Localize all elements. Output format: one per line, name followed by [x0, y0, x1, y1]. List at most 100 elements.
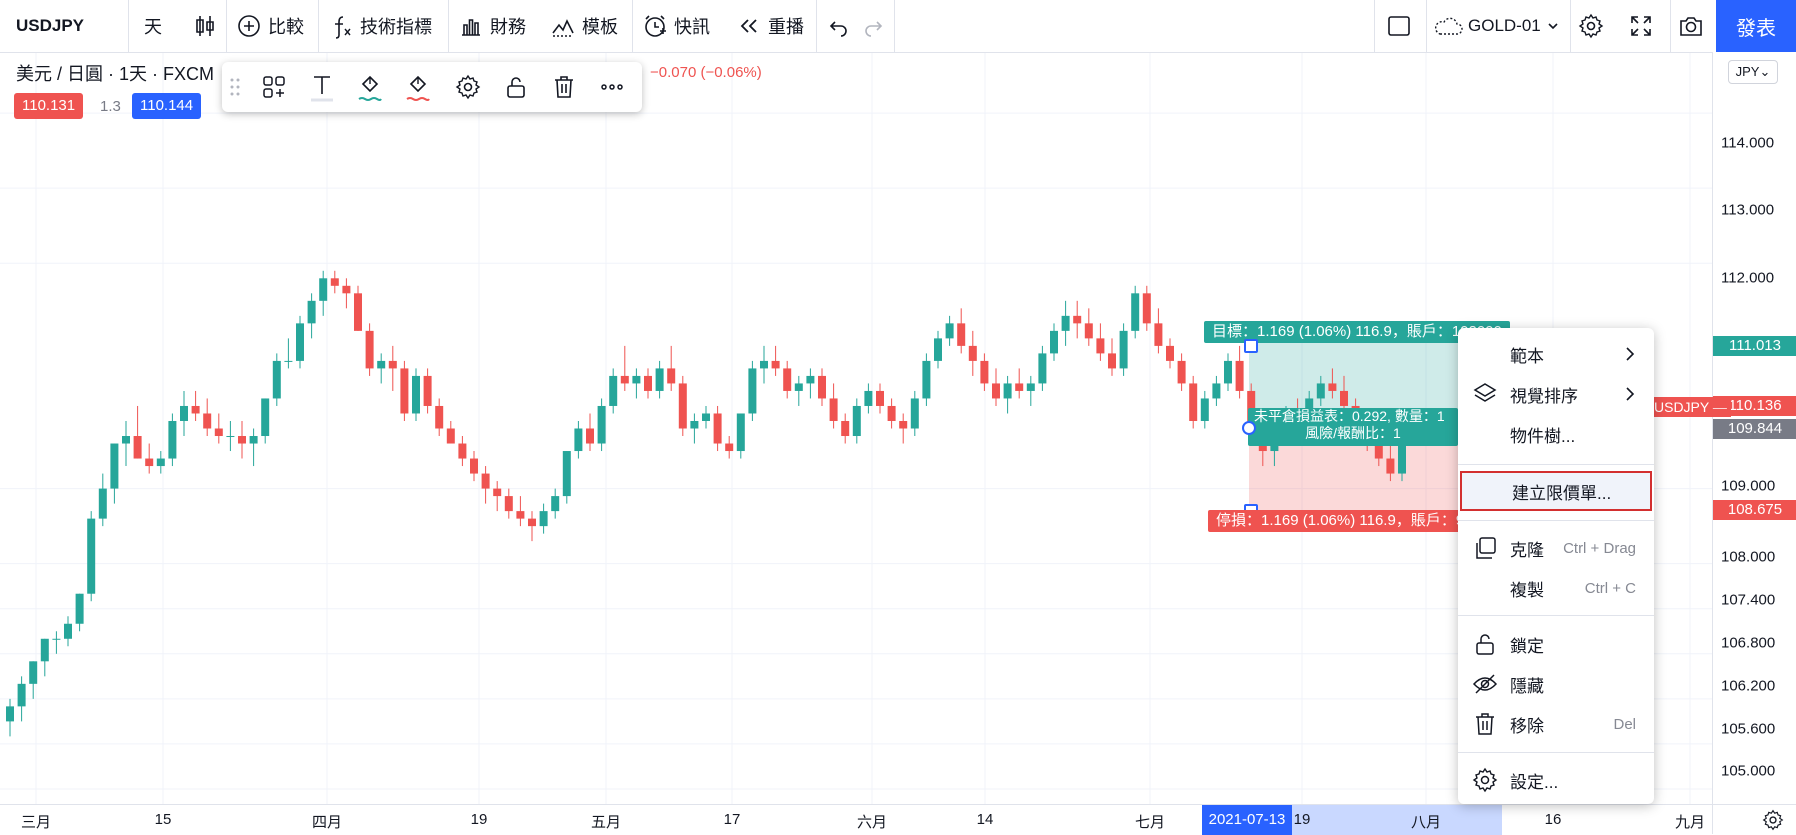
- candle-body: [29, 661, 38, 684]
- indicators-button[interactable]: 技術指標: [328, 0, 432, 52]
- time-highlight-label: 2021-07-13: [1202, 805, 1292, 835]
- candle-body: [574, 428, 583, 452]
- pnl-label[interactable]: 未平倉損益表：0.292, 數量：1 風險/報酬比：1: [1248, 408, 1458, 446]
- alarm-clock-icon: [645, 15, 666, 37]
- candle-body: [551, 496, 560, 512]
- fill-color-down-button[interactable]: [394, 62, 442, 112]
- candle-body: [597, 405, 606, 444]
- layout-save-button[interactable]: GOLD-01: [1432, 0, 1561, 52]
- price-change: −0.070 (−0.06%): [650, 64, 762, 81]
- chart-type-button[interactable]: [192, 0, 218, 52]
- templates-button[interactable]: 模板: [550, 0, 618, 52]
- gear-icon: [1762, 809, 1784, 830]
- snapshot-button[interactable]: [1678, 0, 1704, 52]
- publish-button[interactable]: 發表: [1716, 0, 1796, 52]
- redo-icon: [865, 21, 883, 37]
- time-tick: 19: [1293, 811, 1311, 828]
- text-icon: [311, 76, 333, 102]
- settings-button[interactable]: [1578, 0, 1604, 52]
- replay-button[interactable]: 重播: [736, 0, 804, 52]
- template-icon: [552, 19, 574, 37]
- scale-settings-button[interactable]: [1712, 804, 1796, 834]
- candle-body: [180, 405, 188, 421]
- add-template-button[interactable]: [250, 62, 298, 112]
- menu-item-visual-order[interactable]: 視覺排序: [1458, 376, 1654, 412]
- stop-label[interactable]: 停損：1.169 (1.06%) 116.9，賬戶：98000: [1208, 510, 1474, 532]
- candle-body: [1386, 458, 1395, 474]
- lock-button[interactable]: [492, 62, 540, 112]
- compare-button[interactable]: 比較: [236, 0, 304, 52]
- time-tick: 16: [1544, 811, 1562, 828]
- candle-body: [423, 375, 432, 406]
- candle-body: [6, 706, 14, 722]
- menu-item-lock[interactable]: 鎖定: [1458, 626, 1654, 662]
- menu-item-remove[interactable]: 移除 Del: [1458, 706, 1654, 742]
- candle-body: [632, 375, 641, 384]
- text-color-button[interactable]: [298, 62, 346, 112]
- candle-body: [272, 360, 281, 399]
- more-button[interactable]: [588, 62, 636, 112]
- interval-button[interactable]: 天: [144, 0, 162, 52]
- symbol-title[interactable]: 美元 / 日圓 · 1天 · FXCM: [16, 64, 214, 84]
- candle-body: [644, 375, 652, 391]
- candle-body: [17, 683, 26, 707]
- candle-body: [40, 638, 49, 662]
- candle-body: [87, 518, 96, 594]
- candle-body: [284, 360, 293, 362]
- time-tick: 八月: [1410, 814, 1442, 831]
- sell-button[interactable]: 110.131: [14, 93, 84, 119]
- candle-body: [365, 330, 374, 369]
- delete-button[interactable]: [540, 62, 588, 112]
- financials-button[interactable]: 財務: [458, 0, 526, 52]
- time-scale[interactable]: 三月 15 四月 19 五月 17 六月 14 七月 19 八月 16 九月 2…: [0, 804, 1712, 835]
- undo-button[interactable]: [826, 0, 852, 52]
- templates-label: 模板: [582, 17, 618, 37]
- candle-body: [1026, 383, 1035, 391]
- candle-body: [1003, 383, 1012, 399]
- layout-button[interactable]: [1386, 0, 1412, 52]
- candle-body: [1154, 323, 1163, 346]
- stop-text: 停損：1.169 (1.06%) 116.9，賬戶：98000: [1216, 512, 1474, 529]
- menu-item-template[interactable]: 範本: [1458, 336, 1654, 372]
- drawing-toolbar: [222, 62, 642, 112]
- target-text: 目標：1.169 (1.06%) 116.9，賬戶：102000: [1212, 323, 1502, 340]
- candle-body: [110, 443, 119, 489]
- fullscreen-button[interactable]: [1628, 0, 1654, 52]
- menu-item-object-tree[interactable]: 物件樹...: [1458, 416, 1654, 452]
- candle-body: [296, 323, 304, 361]
- target-label[interactable]: 目標：1.169 (1.06%) 116.9，賬戶：102000: [1204, 321, 1510, 343]
- menu-item-hide[interactable]: 隱藏: [1458, 666, 1654, 702]
- drawing-settings-button[interactable]: [444, 62, 492, 112]
- menu-item-shortcut: Del: [1613, 715, 1636, 733]
- price-scale[interactable]: JPY⌄ 114.000 113.000 112.000 109.000 108…: [1712, 52, 1796, 804]
- candle-body: [1212, 383, 1221, 399]
- drag-handle[interactable]: [222, 62, 248, 112]
- candle-body: [539, 511, 548, 527]
- redo-button[interactable]: [860, 0, 886, 52]
- candle-body: [1235, 360, 1244, 391]
- stop-price-label: 108.675: [1713, 500, 1796, 520]
- target-handle[interactable]: [1244, 339, 1258, 353]
- menu-item-label: 複製: [1510, 580, 1544, 600]
- candle-body: [412, 375, 420, 414]
- alert-button[interactable]: 快訊: [642, 0, 710, 52]
- fill-color-up-button[interactable]: [346, 62, 394, 112]
- entry-handle[interactable]: [1242, 421, 1256, 435]
- candle-body: [238, 436, 246, 444]
- candle-body: [922, 360, 931, 399]
- time-tick: 九月: [1674, 814, 1706, 831]
- menu-item-settings[interactable]: 設定...: [1458, 762, 1654, 798]
- menu-item-copy[interactable]: 複製 Ctrl + C: [1458, 570, 1654, 606]
- buy-button[interactable]: 110.144: [132, 93, 202, 119]
- menu-item-label: 設定...: [1510, 772, 1559, 792]
- menu-item-clone[interactable]: 克隆 Ctrl + Drag: [1458, 530, 1654, 566]
- currency-button[interactable]: JPY⌄: [1728, 60, 1778, 84]
- menu-item-create-limit-order[interactable]: 建立限價單...: [1460, 471, 1652, 511]
- candle-body: [992, 383, 1000, 399]
- candle-body: [1038, 353, 1047, 384]
- add-circle-icon: [238, 15, 260, 37]
- symbol-search-button[interactable]: USDJPY: [16, 0, 84, 52]
- candle-body: [64, 623, 72, 639]
- clone-icon: [1476, 537, 1496, 559]
- candle-body: [887, 405, 896, 421]
